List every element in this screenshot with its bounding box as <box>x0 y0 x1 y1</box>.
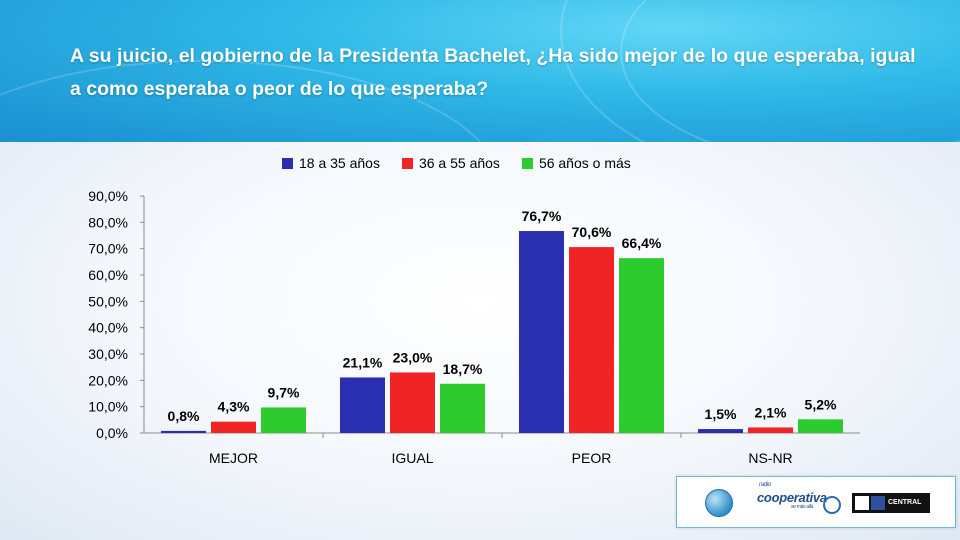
data-label: 9,7% <box>268 384 300 400</box>
data-label: 0,8% <box>168 408 200 424</box>
legend-swatch-2 <box>401 157 413 169</box>
legend-swatch-1 <box>282 157 293 169</box>
y-tick-label: 70,0% <box>88 241 128 257</box>
legend-label-2: 36 a 55 años <box>418 155 500 171</box>
bar-mejor-series-3 <box>261 407 306 433</box>
y-tick-label: 20,0% <box>88 372 128 388</box>
x-category-label: PEOR <box>572 450 612 466</box>
data-label: 18,7% <box>443 361 483 377</box>
cooperativa-circle-icon <box>823 496 841 514</box>
data-label: 5,2% <box>805 396 837 412</box>
bar-peor-series-1 <box>519 231 564 433</box>
chart-legend: 18 a 35 años 36 a 55 años 56 años o más <box>282 155 631 171</box>
uc-logo-square-icon <box>855 496 869 510</box>
legend-label-3: 56 años o más <box>538 155 631 171</box>
x-category-label: NS-NR <box>748 450 792 466</box>
bar-igual-series-2 <box>390 372 435 433</box>
x-category-label: MEJOR <box>209 450 258 466</box>
bar-ns-nr-series-3 <box>798 419 843 433</box>
y-tick-label: 90,0% <box>88 188 128 204</box>
bar-ns-nr-series-2 <box>748 427 793 433</box>
y-tick-label: 30,0% <box>88 346 128 362</box>
cooperativa-logo: radio cooperativa se más allá <box>757 482 827 510</box>
y-tick-label: 10,0% <box>88 399 128 415</box>
data-label: 23,0% <box>393 349 433 365</box>
cooperativa-logo-radio: radio <box>759 482 771 488</box>
data-label: 21,1% <box>343 354 383 370</box>
bar-mejor-series-2 <box>211 421 256 433</box>
y-tick-label: 80,0% <box>88 214 128 230</box>
universidad-central-logo: CENTRAL <box>852 493 930 513</box>
data-label: 1,5% <box>705 406 737 422</box>
legend-label-1: 18 a 35 años <box>299 155 380 171</box>
uc-logo-text: CENTRAL <box>888 499 922 506</box>
bar-igual-series-1 <box>340 377 385 433</box>
y-tick-label: 50,0% <box>88 293 128 309</box>
chart-background <box>0 142 960 540</box>
bar-igual-series-3 <box>440 383 485 433</box>
cooperativa-logo-text: cooperativa <box>757 490 827 505</box>
chart-title: A su juicio, el gobierno de la President… <box>70 45 916 100</box>
globe-logo-icon <box>705 489 733 517</box>
bar-mejor-series-1 <box>161 430 206 433</box>
legend-item-series-3: 56 años o más <box>521 155 631 171</box>
legend-item-series-1: 18 a 35 años <box>282 155 380 171</box>
data-label: 2,1% <box>755 404 787 420</box>
data-label: 70,6% <box>572 224 612 240</box>
uc-logo-circle-icon <box>871 496 885 510</box>
y-tick-label: 0,0% <box>96 425 128 441</box>
header-banner: A su juicio, el gobierno de la President… <box>0 0 960 142</box>
legend-swatch-3 <box>521 157 533 169</box>
bar-ns-nr-series-1 <box>698 429 743 433</box>
x-category-label: IGUAL <box>391 450 433 466</box>
data-label: 66,4% <box>622 235 662 251</box>
bar-peor-series-3 <box>619 258 664 433</box>
bar-peor-series-2 <box>569 247 614 433</box>
y-tick-label: 40,0% <box>88 320 128 336</box>
data-label: 76,7% <box>522 208 562 224</box>
legend-item-series-2: 36 a 55 años <box>401 155 500 171</box>
cooperativa-logo-tag: se más allá <box>791 504 813 510</box>
y-tick-label: 60,0% <box>88 267 128 283</box>
data-label: 4,3% <box>218 399 250 415</box>
